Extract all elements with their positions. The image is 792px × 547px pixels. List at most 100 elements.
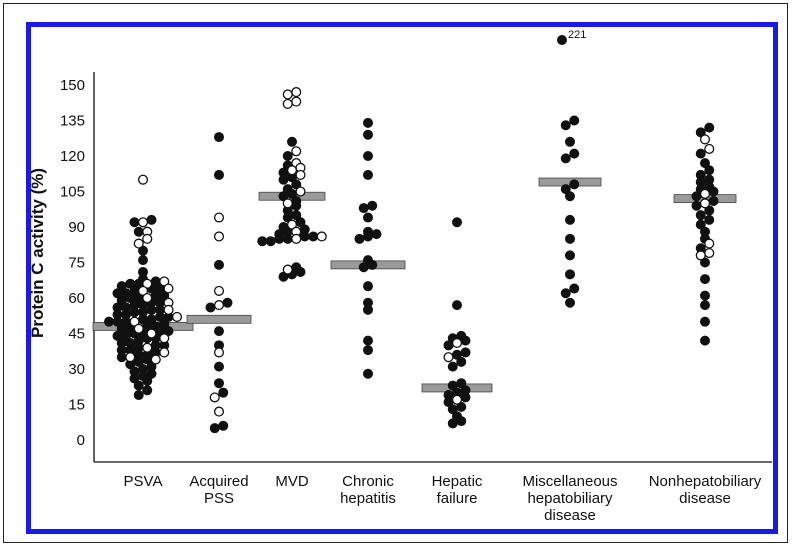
category-label: PSVA [124, 473, 163, 490]
data-point-filled [443, 340, 454, 351]
data-point-filled [358, 203, 369, 214]
data-point-open [291, 96, 302, 107]
data-point-open [451, 337, 463, 349]
data-point-filled [282, 150, 293, 161]
y-tick-label: 105 [60, 184, 85, 201]
data-point-filled [456, 416, 467, 427]
data-point-open [171, 311, 183, 322]
data-point-open [704, 238, 715, 249]
data-point-open [163, 283, 174, 294]
category-label-line: failure [437, 490, 478, 507]
data-point-filled [354, 233, 365, 244]
data-point-filled [700, 335, 711, 346]
data-point-open [704, 143, 715, 154]
data-point-filled [367, 259, 378, 270]
data-point-filled [295, 266, 306, 277]
data-point-open [295, 169, 306, 180]
data-point-filled [362, 335, 373, 346]
data-point-filled [569, 148, 580, 159]
data-point-filled [209, 423, 220, 434]
category-label-line: Nonhepatobiliary [649, 473, 762, 490]
data-point-filled [146, 304, 157, 315]
data-point-filled [362, 231, 373, 242]
data-point-filled [447, 418, 458, 429]
y-tick-label: 150 [60, 77, 85, 94]
category-label-line: Miscellaneous [522, 473, 617, 490]
data-point-open [159, 347, 170, 358]
data-point-filled [708, 186, 719, 197]
data-point-filled [213, 169, 224, 180]
data-point-open [150, 354, 161, 365]
data-point-filled [560, 288, 571, 299]
median-bar [186, 314, 252, 324]
y-tick-label: 30 [68, 361, 85, 378]
category-label-line: Chronic [342, 473, 394, 490]
data-point-filled [299, 231, 310, 242]
data-point-filled [695, 148, 706, 159]
data-point-filled [218, 387, 229, 398]
y-tick-label: 15 [68, 397, 85, 414]
category-label: Chronic hepatitis [340, 473, 396, 507]
data-point-open [163, 304, 174, 315]
data-point-filled [569, 283, 580, 294]
data-point-open [133, 323, 144, 334]
data-point-open [295, 186, 306, 197]
x-axis-labels: PSVA Acquired PSS MVD Chronic hepatitis Hepati… [124, 473, 762, 524]
data-point-filled [362, 212, 373, 223]
y-tick-label: 75 [68, 255, 85, 272]
data-point-filled [133, 226, 144, 237]
data-point-filled [704, 165, 715, 176]
category-label: MVD [275, 473, 309, 490]
data-point-open [142, 292, 153, 304]
data-point-filled [362, 169, 373, 180]
data-point-filled [560, 120, 571, 131]
category-label-line: PSS [204, 490, 234, 507]
data-point-filled [569, 179, 580, 190]
data-point-filled [460, 392, 471, 403]
data-point-open [699, 198, 711, 209]
data-point-open [213, 212, 225, 223]
data-points [104, 35, 719, 434]
data-point-open [282, 264, 293, 275]
category-label-line: disease [679, 490, 731, 507]
data-point-filled [700, 300, 711, 311]
y-tick-label: 45 [68, 326, 85, 343]
data-point-open [451, 394, 463, 405]
data-point-filled [265, 236, 276, 247]
outlier-annotation: 221 [568, 29, 586, 41]
axes [93, 72, 772, 463]
data-point-filled [257, 236, 268, 247]
annotations: 221 [568, 29, 586, 41]
chart-frame [26, 22, 778, 534]
data-point-filled [129, 217, 140, 228]
data-point-filled [565, 250, 576, 261]
data-point-filled [371, 229, 382, 240]
data-point-open [704, 247, 715, 259]
category-label-line: Hepatic [432, 473, 483, 490]
category-label: Acquired PSS [189, 473, 248, 507]
data-point-open [282, 98, 293, 109]
data-point-filled [213, 259, 224, 270]
category-label: Nonhepatobiliary disease [649, 473, 762, 507]
data-point-filled [116, 352, 127, 363]
data-point-open [291, 233, 302, 244]
data-point-open [142, 233, 153, 244]
data-point-open [286, 165, 298, 176]
data-point-filled [282, 233, 293, 244]
data-point-filled [129, 307, 140, 318]
data-point-filled [133, 380, 144, 391]
y-axis-ticks: 0 15 30 45 60 75 90 105 120 135 150 [60, 77, 85, 449]
data-point-open [213, 347, 225, 358]
data-point-filled [213, 132, 224, 143]
data-point-open [695, 250, 706, 261]
data-point-filled [691, 200, 702, 211]
data-point-filled [451, 300, 462, 311]
data-point-filled [308, 231, 319, 242]
data-point-filled [565, 297, 576, 308]
data-point-filled [362, 117, 373, 128]
data-point-open [159, 333, 170, 344]
data-point-filled [362, 368, 373, 379]
y-tick-label: 0 [77, 432, 85, 449]
data-point-open [213, 300, 225, 311]
